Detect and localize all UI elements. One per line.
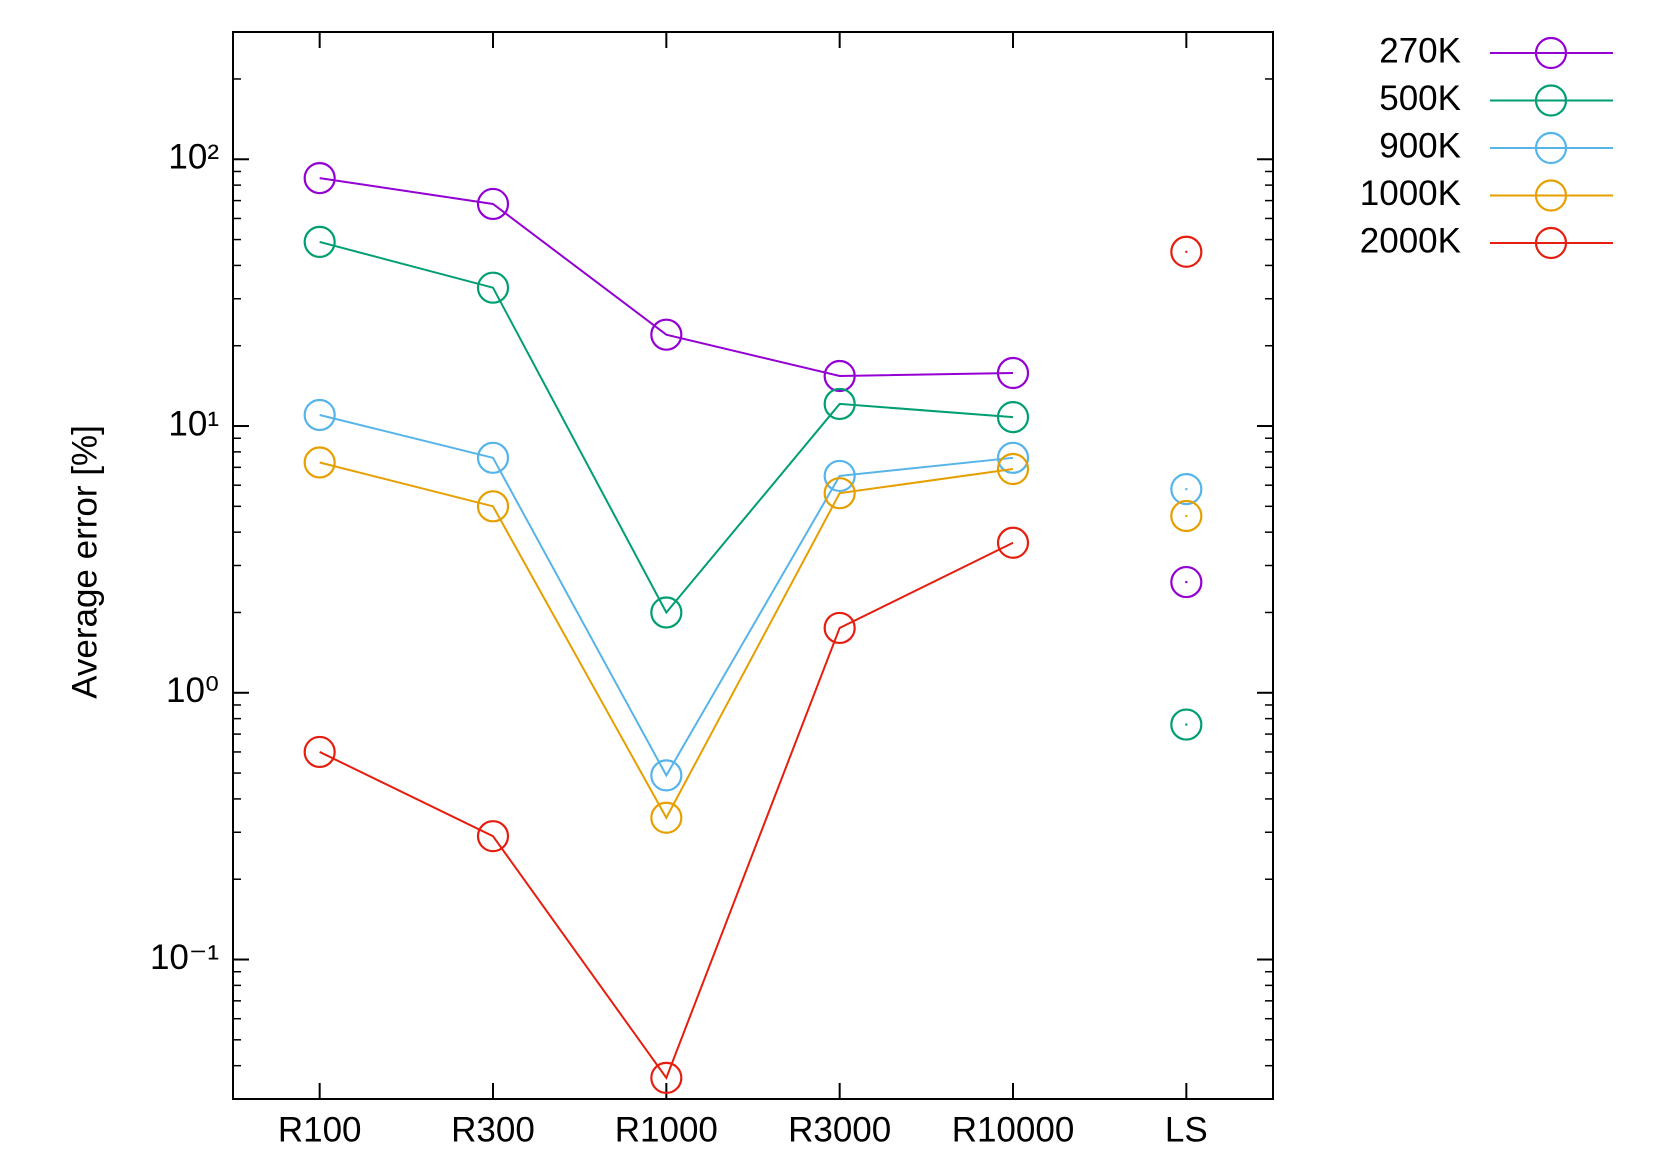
x-tick-label: R10000 — [952, 1110, 1075, 1149]
legend-marker — [1534, 226, 1568, 260]
point-dot — [1185, 514, 1188, 518]
data-point — [823, 387, 856, 421]
series-line — [319, 541, 1014, 1080]
series-line — [319, 177, 1014, 378]
point-dot — [1185, 580, 1188, 584]
data-point — [996, 452, 1030, 486]
legend-label: 2000K — [1360, 221, 1461, 260]
data-point — [303, 225, 336, 259]
x-tick-label: R300 — [451, 1110, 535, 1149]
data-point — [650, 759, 683, 792]
x-tick-label: R100 — [278, 1110, 362, 1149]
legend-label: 1000K — [1360, 174, 1461, 213]
y-tick-label: 10² — [168, 138, 219, 177]
point-dot — [1185, 723, 1188, 726]
data-point — [650, 318, 683, 351]
legend-label: 270K — [1379, 31, 1461, 70]
data-point — [476, 820, 510, 853]
data-point — [476, 441, 510, 474]
x-tick-label: LS — [1165, 1110, 1208, 1149]
y-tick-label: 10⁻¹ — [150, 938, 219, 977]
x-tick-label: R1000 — [615, 1110, 718, 1149]
series-line — [319, 461, 1014, 820]
point-dot — [1185, 250, 1188, 253]
legend-marker — [1534, 179, 1568, 212]
data-point — [476, 187, 510, 221]
data-point — [996, 441, 1030, 474]
data-point — [1170, 499, 1203, 533]
y-tick-label: 10¹ — [168, 404, 219, 443]
legend-marker — [1534, 131, 1568, 165]
series-line — [319, 240, 1014, 615]
data-point — [823, 359, 856, 393]
data-point — [303, 161, 336, 195]
data-point — [1170, 235, 1203, 268]
data-point — [303, 735, 336, 769]
y-axis-label: Average error [%] — [65, 425, 104, 699]
data-point — [303, 446, 336, 479]
point-dot — [1185, 487, 1188, 491]
legend-label: 500K — [1379, 79, 1461, 118]
legend-label: 900K — [1379, 126, 1461, 165]
data-point — [650, 1061, 683, 1094]
data-point — [823, 477, 856, 510]
data-point — [476, 271, 510, 304]
data-point — [650, 596, 683, 629]
data-point — [996, 526, 1030, 559]
y-tick-label: 10⁰ — [166, 671, 219, 710]
data-point — [996, 356, 1030, 390]
data-point — [1170, 565, 1203, 599]
plot-frame — [232, 31, 1274, 1100]
series-line — [319, 414, 1014, 778]
x-tick-label: R3000 — [788, 1110, 891, 1149]
data-point — [823, 459, 856, 493]
data-point — [823, 611, 856, 645]
legend-marker — [1534, 84, 1568, 117]
data-point — [650, 801, 683, 834]
data-point — [476, 490, 510, 523]
data-point — [303, 398, 336, 432]
legend-marker — [1534, 36, 1568, 70]
data-point — [1170, 473, 1203, 506]
data-point — [996, 401, 1030, 434]
data-point — [1170, 708, 1203, 741]
